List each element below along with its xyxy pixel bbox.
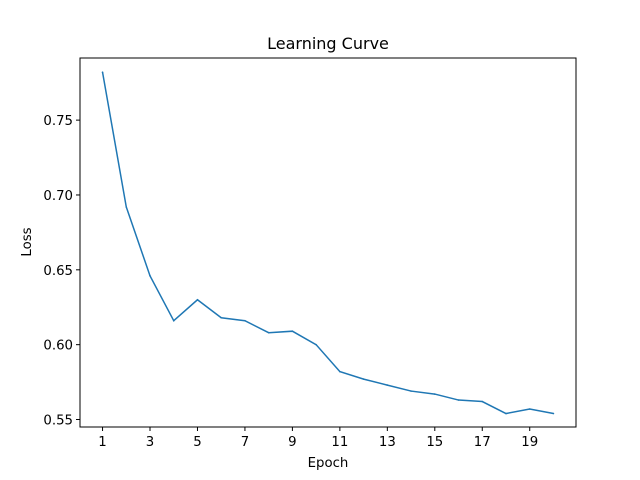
data-point [362,378,365,380]
loss-series-line [101,72,554,415]
x-axis-label: Epoch [308,456,349,471]
chart-title: Learning Curve [267,34,389,53]
data-point [220,316,223,319]
data-point [196,298,199,301]
y-tick-label: 0.70 [43,189,73,204]
data-point [528,408,531,410]
data-points [101,71,555,415]
y-tick-label: 0.55 [43,414,73,429]
x-tick-label: 11 [331,435,348,450]
y-axis-label: Loss [20,227,35,256]
data-point [267,331,270,334]
data-point [101,71,104,74]
plot-area-frame [79,57,577,428]
x-tick-label: 17 [474,435,491,450]
x-tick-label: 7 [241,435,249,450]
x-tick-label: 13 [379,435,396,450]
x-axis: 1 3 5 7 9 11 13 15 17 19 [98,427,538,450]
data-point [410,390,412,392]
y-tick-label: 0.60 [43,339,73,354]
x-tick-label: 1 [98,435,106,450]
data-point [386,384,389,386]
x-tick-label: 5 [193,435,201,450]
data-point [552,412,555,415]
data-point [433,393,436,395]
y-tick-label: 0.75 [43,114,73,129]
x-tick-label: 3 [146,435,154,450]
x-tick-label: 19 [521,435,538,450]
data-point [244,319,246,322]
data-point [505,412,507,415]
data-point [125,206,128,208]
y-axis: 0.55 0.60 0.65 0.70 0.75 [43,114,80,429]
data-point [339,370,341,373]
x-tick-label: 15 [426,435,443,450]
data-point [149,275,151,277]
y-tick-label: 0.65 [43,264,73,279]
x-tick-label: 9 [288,435,296,450]
data-point [481,400,484,403]
data-point [315,343,317,346]
data-point [291,330,294,332]
data-point [457,399,460,401]
data-point [172,319,175,322]
